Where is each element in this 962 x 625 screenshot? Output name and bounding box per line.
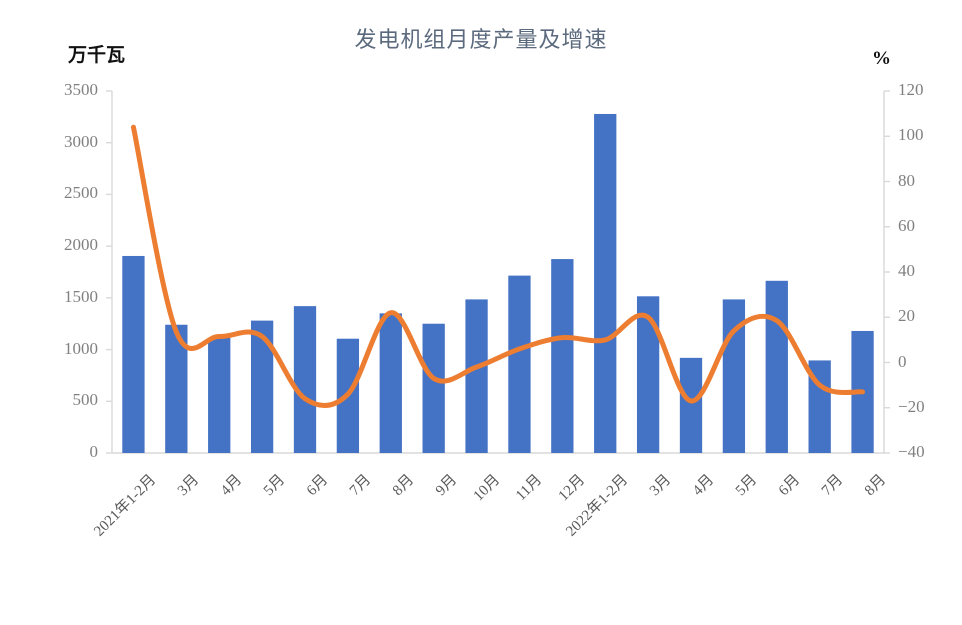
left-axis-tick: 1000	[64, 338, 98, 358]
chart-title: 发电机组月度产量及增速	[354, 27, 608, 52]
axis-lines	[106, 90, 890, 454]
bar	[208, 337, 231, 453]
left-axis-unit-label: 万千瓦	[68, 45, 126, 66]
right-axis-tick: −40	[898, 442, 925, 461]
right-axis-tick: 40	[898, 261, 915, 280]
growth-rate-line	[130, 124, 866, 408]
bar	[551, 259, 574, 453]
line-series	[130, 124, 866, 408]
right-axis-tick: 60	[898, 215, 915, 235]
bar	[765, 280, 788, 453]
right-axis-tick: 100	[898, 125, 924, 145]
right-axis-tick: 0	[898, 351, 907, 371]
bar	[594, 113, 617, 453]
right-axis-tick: 20	[898, 306, 915, 326]
right-axis-tick: 120	[898, 80, 924, 99]
left-axis-tick: 1500	[64, 286, 98, 306]
bar	[250, 320, 274, 453]
left-axis-tick: 3000	[64, 131, 98, 151]
left-axis-tick: 2000	[64, 235, 98, 255]
bar	[636, 296, 660, 453]
bar	[808, 360, 831, 453]
bar	[165, 324, 188, 453]
right-axis-tick: 80	[898, 170, 915, 190]
bar	[122, 255, 145, 453]
right-axis-unit-label: %	[872, 48, 891, 69]
bar	[465, 299, 488, 453]
bar	[508, 275, 531, 453]
bar	[679, 357, 703, 453]
right-axis-tick: −20	[898, 396, 925, 416]
left-axis-tick: 500	[72, 390, 99, 410]
bar	[293, 306, 317, 453]
bar	[379, 313, 402, 453]
left-axis-tick: 0	[89, 442, 99, 461]
left-axis-tick: 2500	[64, 183, 98, 203]
bar-series	[122, 113, 874, 453]
left-axis-tick: 3500	[64, 80, 98, 99]
bar	[422, 323, 445, 453]
